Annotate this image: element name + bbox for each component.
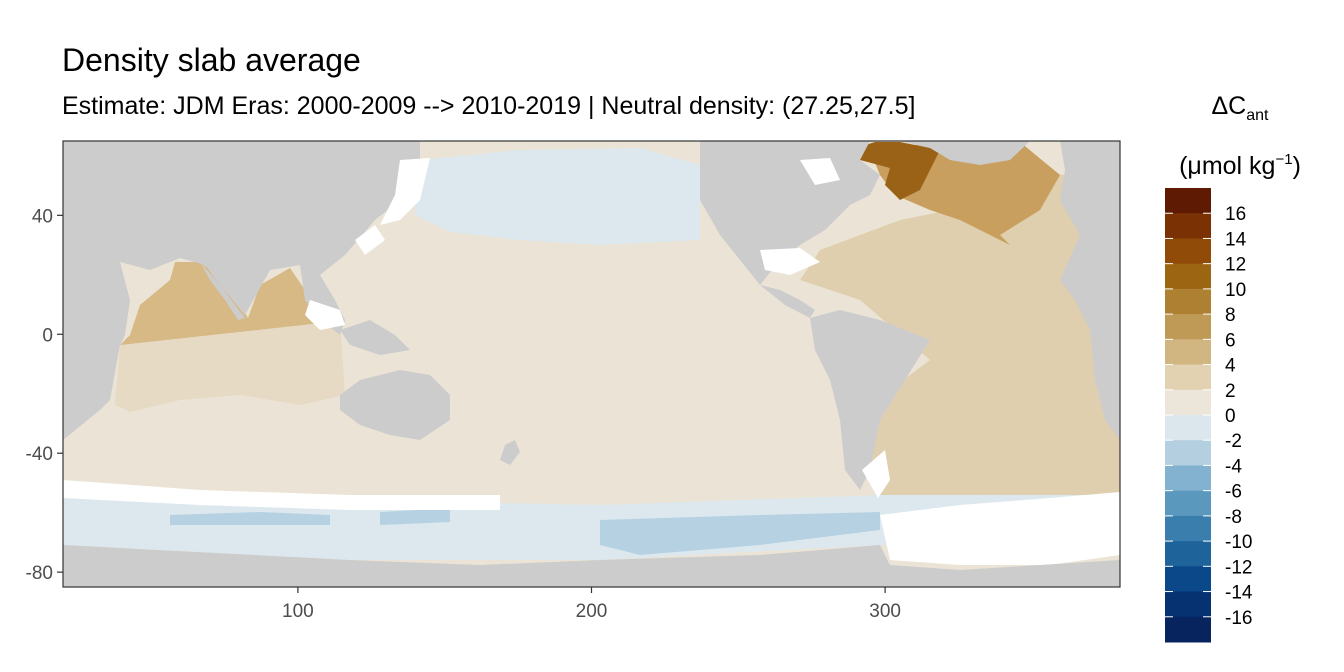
- colorbar-swatch: [1165, 314, 1211, 340]
- legend-title: ΔCant (μmol kg−1): [1160, 84, 1320, 188]
- arabian-sea-region: [120, 262, 330, 345]
- patagonia-no-data: [862, 450, 890, 498]
- colorbar-label: 0: [1225, 406, 1236, 427]
- colorbar-swatch: [1165, 238, 1211, 265]
- land-greenland: [900, 141, 1030, 165]
- land-west-africa: [1060, 235, 1120, 440]
- land-maritime-continent: [340, 320, 410, 355]
- y-tick-label: -40: [26, 444, 53, 465]
- y-tick-label: -80: [26, 563, 53, 584]
- colorbar-swatch: [1165, 440, 1211, 466]
- colorbar-labels: 16 14 12 10 8 6 4 2 0 -2 -4 -6 -8 -10 -12 -14 -16: [1165, 204, 1253, 629]
- y-axis: 40 0 -40 -80: [26, 206, 63, 584]
- colorbar-swatch: [1165, 263, 1211, 290]
- colorbar-swatch: [1165, 566, 1211, 593]
- colorbar-swatch: [1165, 616, 1211, 643]
- legend-title-line2: (μmol kg−1): [1160, 138, 1320, 188]
- colorbar-label: -12: [1225, 557, 1252, 578]
- colorbar-swatch: [1165, 364, 1211, 391]
- x-axis: 100 200 300: [282, 587, 901, 622]
- legend-title-line1: ΔCant: [1160, 84, 1320, 138]
- land-central-america: [760, 285, 815, 318]
- land-new-zealand: [500, 440, 520, 465]
- indonesia-no-data: [305, 300, 345, 330]
- colorbar-label: -10: [1225, 532, 1252, 553]
- land-australia: [340, 370, 450, 440]
- colorbar-swatch: [1165, 541, 1211, 567]
- colorbar-swatch: [1165, 490, 1211, 517]
- colorbar-label: 4: [1225, 356, 1236, 377]
- x-tick-label: 300: [869, 601, 901, 622]
- colorbar-swatch: [1165, 213, 1211, 239]
- colorbar-label: 16: [1225, 204, 1246, 225]
- colorbar-swatch: [1165, 389, 1211, 416]
- chart-subtitle: Estimate: JDM Eras: 2000-2009 --> 2010-2…: [62, 92, 916, 120]
- southern-ocean-region: [63, 495, 1120, 560]
- legend-unit-open: (μmol kg: [1179, 152, 1276, 180]
- y-tick-label: 40: [32, 206, 53, 227]
- colorbar-label: 10: [1225, 280, 1246, 301]
- hudson-no-data: [800, 158, 840, 185]
- colorbar-label: -14: [1225, 583, 1253, 604]
- colorbar-label: -4: [1225, 456, 1242, 477]
- labrador-sea-region: [850, 142, 940, 200]
- japan-no-data: [355, 225, 385, 255]
- southern-no-data-band: [63, 480, 500, 510]
- legend-unit-sup: −1: [1275, 151, 1293, 168]
- colorbar-label: -2: [1225, 431, 1242, 452]
- map-panel: [63, 141, 1120, 587]
- antarctic-margin-blue-3: [600, 512, 880, 555]
- colorbar-label: 12: [1225, 255, 1246, 276]
- colorbar-label: -16: [1225, 608, 1252, 629]
- colorbar-swatch: [1165, 415, 1211, 441]
- colorbar-swatch: [1165, 188, 1211, 214]
- antarctic-margin-blue-1: [170, 512, 330, 525]
- colorbar-swatch: [1165, 515, 1211, 542]
- land-antarctica: [63, 545, 1120, 587]
- colorbar-label: 8: [1225, 305, 1236, 326]
- colorbar-swatch: [1165, 288, 1211, 315]
- north-pacific-no-data: [380, 158, 430, 225]
- weddell-no-data: [880, 492, 1120, 565]
- x-tick-label: 200: [576, 601, 608, 622]
- legend-title-prefix: ΔC: [1211, 92, 1247, 120]
- x-tick-label: 100: [282, 601, 314, 622]
- colorbar-label: -6: [1225, 482, 1242, 503]
- chart-title: Density slab average: [62, 42, 361, 78]
- colorbar-swatch: [1165, 339, 1211, 366]
- colorbar-label: 6: [1225, 330, 1236, 351]
- antarctic-margin-blue-2: [380, 508, 450, 525]
- colorbar-label: -8: [1225, 507, 1242, 528]
- colorbar-swatch: [1165, 465, 1211, 492]
- land-india: [200, 262, 245, 320]
- y-tick-label: 0: [42, 325, 53, 346]
- indian-ocean-region: [115, 320, 345, 412]
- north-pacific-region: [415, 148, 700, 245]
- gulf-of-mexico-no-data: [760, 248, 820, 275]
- colorbar-label: 2: [1225, 381, 1236, 402]
- land-europe: [1060, 141, 1120, 240]
- colorbar: [1165, 188, 1211, 643]
- colorbar-label: 14: [1225, 229, 1247, 250]
- colorbar-swatch: [1165, 591, 1211, 618]
- legend-unit-close: ): [1292, 152, 1301, 180]
- land-eurasia-north: [63, 141, 420, 315]
- legend-title-subscript: ant: [1246, 107, 1269, 124]
- land-africa: [63, 240, 130, 440]
- land-south-america: [810, 310, 930, 490]
